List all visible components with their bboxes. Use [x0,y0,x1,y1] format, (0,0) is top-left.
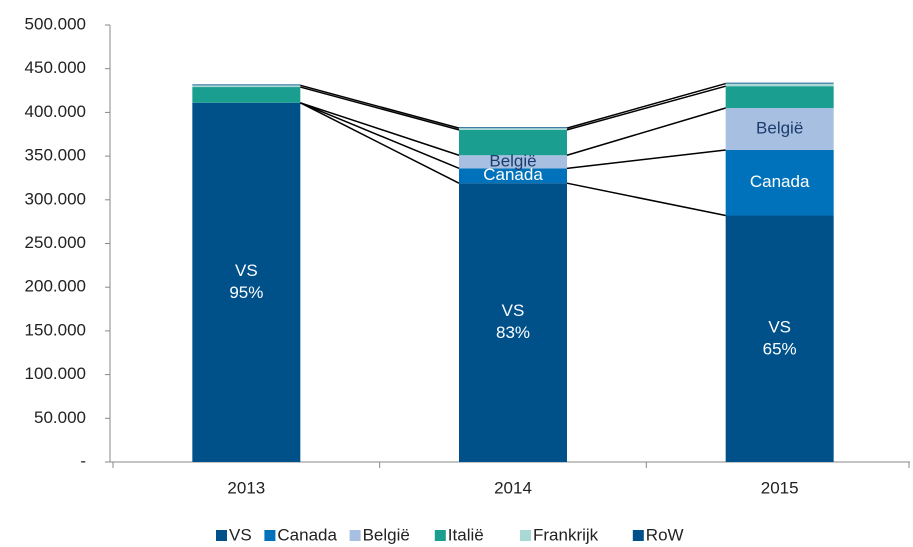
bar-label: VS [235,261,258,280]
connector [566,82,726,129]
connector [566,107,726,156]
y-tick-label: 200.000 [25,277,86,296]
legend-swatch [264,530,276,541]
y-tick-label: 300.000 [25,189,86,208]
bar-segment [459,183,567,462]
bar-segment [192,102,301,462]
bar-segment [459,128,567,130]
connector [300,102,460,156]
bar-label: VS [768,317,791,336]
legend-swatch [349,530,361,541]
y-tick-label: - [80,451,86,470]
bar-segment [725,86,834,109]
x-tick-label: 2014 [494,478,532,497]
y-tick-label: 250.000 [25,233,86,252]
legend-swatch [216,530,227,541]
bar-segment [192,87,301,103]
bar-segment [459,127,567,129]
legend-label: Frankrijk [533,525,599,544]
legend-label: RoW [646,525,684,544]
bar-label: VS [502,301,525,320]
bar-segment [459,155,567,169]
bar-label: 65% [763,339,797,358]
connector [299,102,460,184]
legend-label: Italië [448,525,484,544]
bar-label: België [756,118,803,137]
legend-swatch [632,530,644,541]
legend-label: VS [229,525,252,544]
x-tick-label: 2013 [227,478,265,497]
y-tick-label: 400.000 [25,102,86,121]
y-tick-label: 100.000 [25,364,86,383]
bar-segment [459,129,567,156]
bar-label: Canada [750,172,810,191]
connector [300,86,460,131]
y-tick-label: 350.000 [25,146,86,165]
bar-segment [725,149,834,216]
bar-segment [725,108,834,150]
x-tick-label: 2015 [761,478,799,497]
legend-label: België [363,525,410,544]
y-tick-label: 450.000 [25,58,86,77]
y-tick-label: 150.000 [25,320,86,339]
y-tick-label: 50.000 [34,408,86,427]
connector [566,85,726,131]
bar-segment [192,84,301,86]
connector [566,149,726,170]
bar-segment [192,85,301,88]
legend-label: Canada [277,525,337,544]
connector [300,102,460,170]
bar-label: Canada [483,165,543,184]
legend-swatch [434,530,446,541]
bar-segment [725,82,834,84]
bar-segment [725,215,834,462]
connector [300,84,460,129]
y-tick-label: 500.000 [25,14,86,33]
connector [566,182,726,217]
bar-label: 95% [229,283,263,302]
legend-swatch [520,530,531,541]
bar-label: België [489,151,536,170]
bar-segment [725,83,834,87]
bar-label: 83% [496,323,530,342]
bar-segment [459,168,567,184]
